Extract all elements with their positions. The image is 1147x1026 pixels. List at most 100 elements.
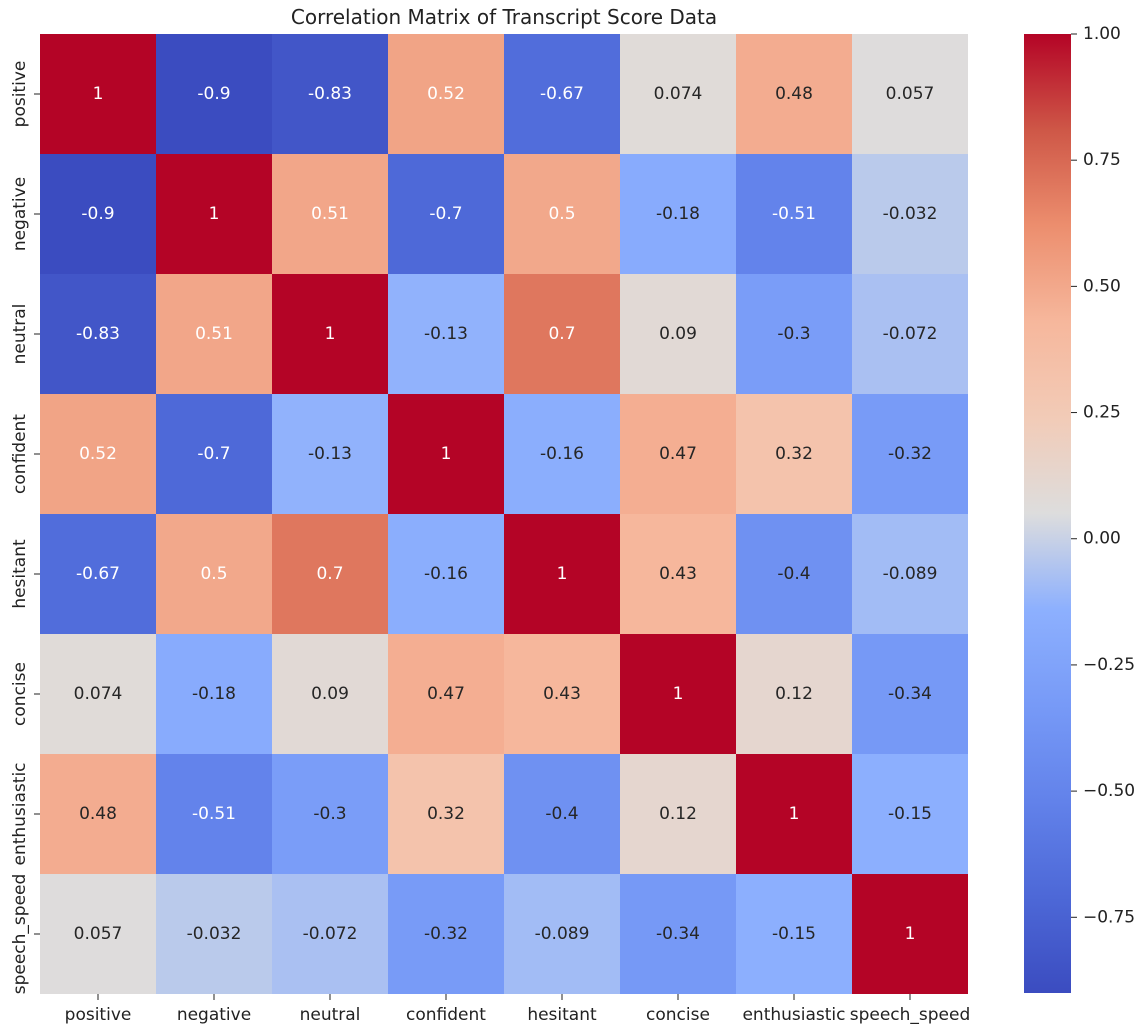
heatmap-cell-neutral-concise bbox=[620, 274, 736, 394]
heatmap-cell-label: -0.67 bbox=[76, 564, 120, 584]
heatmap-cell-negative-confident bbox=[388, 154, 504, 274]
heatmap-cell-hesitant-neutral bbox=[272, 514, 388, 634]
heatmap-cell-concise-concise bbox=[620, 634, 736, 754]
heatmap-cell-label: 0.48 bbox=[775, 84, 813, 104]
heatmap-cell-label: 0.47 bbox=[427, 684, 465, 704]
heatmap-cell-label: 0.43 bbox=[543, 684, 581, 704]
heatmap-cell-label: -0.3 bbox=[777, 324, 810, 344]
heatmap-cell-concise-neutral bbox=[272, 634, 388, 754]
heatmap-cell-enthusiastic-positive bbox=[40, 754, 156, 874]
heatmap-cell-label: 1 bbox=[557, 564, 568, 584]
heatmap-cell-negative-positive bbox=[40, 154, 156, 274]
x-axis-tick-label: enthusiastic bbox=[742, 1005, 845, 1025]
x-axis-tick-label: confident bbox=[406, 1005, 486, 1025]
heatmap-cell-speech_speed-neutral bbox=[272, 874, 388, 994]
heatmap-cell-label: 0.09 bbox=[311, 684, 349, 704]
heatmap-cell-label: 0.48 bbox=[79, 804, 117, 824]
heatmap-cell-speech_speed-speech_speed bbox=[852, 874, 968, 994]
heatmap-cell-label: -0.34 bbox=[888, 684, 932, 704]
heatmap-cell-positive-enthusiastic bbox=[736, 34, 852, 154]
heatmap-cell-positive-concise bbox=[620, 34, 736, 154]
heatmap-cell-label: 0.057 bbox=[886, 84, 935, 104]
heatmap-cell-concise-speech_speed bbox=[852, 634, 968, 754]
x-axis-tick-label: speech_speed bbox=[850, 1005, 971, 1025]
heatmap-cell-label: -0.032 bbox=[883, 204, 938, 224]
x-axis-tick-label: positive bbox=[65, 1005, 132, 1025]
heatmap-cell-label: -0.34 bbox=[656, 924, 700, 944]
heatmap-cell-hesitant-hesitant bbox=[504, 514, 620, 634]
colorbar-tick-label: 0.25 bbox=[1083, 403, 1121, 423]
heatmap-cell-label: -0.3 bbox=[313, 804, 346, 824]
heatmap-cell-speech_speed-confident bbox=[388, 874, 504, 994]
heatmap-cell-neutral-hesitant bbox=[504, 274, 620, 394]
colorbar-tick-label: −0.75 bbox=[1083, 907, 1135, 927]
heatmap-cell-neutral-confident bbox=[388, 274, 504, 394]
heatmap-cell-concise-confident bbox=[388, 634, 504, 754]
heatmap-cell-label: 0.7 bbox=[548, 324, 575, 344]
heatmap-cell-negative-speech_speed bbox=[852, 154, 968, 274]
heatmap-cell-label: -0.67 bbox=[540, 84, 584, 104]
heatmap-cell-concise-positive bbox=[40, 634, 156, 754]
y-axis: positive negative neutral confident hesitant… bbox=[10, 61, 40, 994]
heatmap-cell-label: 0.52 bbox=[427, 84, 465, 104]
heatmap-cell-label: 1 bbox=[789, 804, 800, 824]
heatmap-cell-hesitant-speech_speed bbox=[852, 514, 968, 634]
heatmap-cell-hesitant-concise bbox=[620, 514, 736, 634]
x-axis-tick-label: neutral bbox=[300, 1005, 361, 1025]
heatmap-cell-label: -0.4 bbox=[777, 564, 810, 584]
heatmap-cell-label: -0.83 bbox=[308, 84, 352, 104]
heatmap-cell-positive-positive bbox=[40, 34, 156, 154]
heatmap-cell-label: -0.18 bbox=[192, 684, 236, 704]
heatmap-cell-speech_speed-negative bbox=[156, 874, 272, 994]
heatmap-cell-label: -0.51 bbox=[192, 804, 236, 824]
heatmap-cell-label: -0.072 bbox=[303, 924, 358, 944]
y-axis-tick-label: negative bbox=[10, 177, 30, 251]
heatmap-cells bbox=[40, 34, 968, 994]
colorbar-gradient bbox=[1024, 34, 1071, 993]
heatmap-cell-label: -0.9 bbox=[81, 204, 114, 224]
heatmap-cell-label: -0.18 bbox=[656, 204, 700, 224]
heatmap-cell-enthusiastic-neutral bbox=[272, 754, 388, 874]
y-axis-tick-label: positive bbox=[10, 61, 30, 128]
heatmap-cell-label: 0.12 bbox=[775, 684, 813, 704]
x-axis-tick-label: negative bbox=[177, 1005, 251, 1025]
heatmap-cell-neutral-negative bbox=[156, 274, 272, 394]
heatmap-cell-speech_speed-positive bbox=[40, 874, 156, 994]
heatmap-cell-confident-negative bbox=[156, 394, 272, 514]
heatmap-cell-concise-hesitant bbox=[504, 634, 620, 754]
heatmap-cell-neutral-positive bbox=[40, 274, 156, 394]
heatmap-cell-label: -0.16 bbox=[540, 444, 584, 464]
heatmap-cell-label: 0.074 bbox=[654, 84, 703, 104]
heatmap-cell-label: -0.15 bbox=[772, 924, 816, 944]
heatmap-cell-label: -0.32 bbox=[424, 924, 468, 944]
heatmap-cell-label: 0.32 bbox=[775, 444, 813, 464]
heatmap-cell-enthusiastic-enthusiastic bbox=[736, 754, 852, 874]
x-axis-tick-label: hesitant bbox=[527, 1005, 597, 1025]
colorbar-tick-label: 1.00 bbox=[1083, 24, 1121, 44]
heatmap-cell-positive-speech_speed bbox=[852, 34, 968, 154]
heatmap-cell-neutral-speech_speed bbox=[852, 274, 968, 394]
heatmap-cell-speech_speed-enthusiastic bbox=[736, 874, 852, 994]
heatmap-cell-hesitant-positive bbox=[40, 514, 156, 634]
heatmap-cell-label: 1 bbox=[325, 324, 336, 344]
heatmap-cell-label: -0.83 bbox=[76, 324, 120, 344]
heatmap-cell-confident-concise bbox=[620, 394, 736, 514]
heatmap-cell-label: 0.5 bbox=[200, 564, 227, 584]
y-axis-tick-label: hesitant bbox=[10, 539, 30, 609]
heatmap-cell-label: 0.12 bbox=[659, 804, 697, 824]
heatmap-cell-hesitant-confident bbox=[388, 514, 504, 634]
x-axis-tick-label: concise bbox=[646, 1005, 710, 1025]
heatmap-cell-label: 1 bbox=[905, 924, 916, 944]
heatmap-cell-confident-hesitant bbox=[504, 394, 620, 514]
heatmap-cell-label: 0.47 bbox=[659, 444, 697, 464]
heatmap-cell-label: -0.7 bbox=[197, 444, 230, 464]
heatmap-cell-enthusiastic-hesitant bbox=[504, 754, 620, 874]
heatmap-cell-enthusiastic-speech_speed bbox=[852, 754, 968, 874]
heatmap-cell-label: -0.7 bbox=[429, 204, 462, 224]
chart-title: Correlation Matrix of Transcript Score D… bbox=[291, 5, 717, 29]
heatmap-cell-confident-enthusiastic bbox=[736, 394, 852, 514]
heatmap-cell-neutral-enthusiastic bbox=[736, 274, 852, 394]
heatmap-cell-label: 0.32 bbox=[427, 804, 465, 824]
y-axis-tick-label: neutral bbox=[10, 304, 30, 365]
